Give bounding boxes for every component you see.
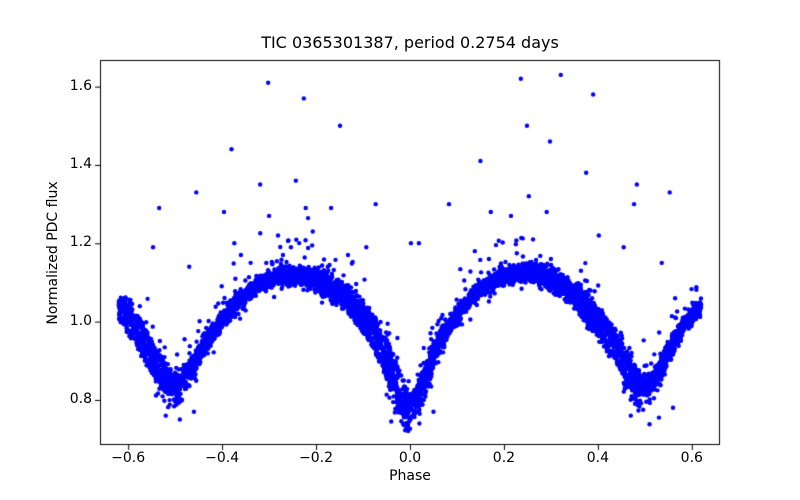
y-tick-label: 1.2 [69,234,92,251]
x-axis-label: Phase [389,468,431,484]
x-tick-label: −0.4 [205,450,240,466]
x-tick-label: 0.4 [586,450,609,466]
y-tick-label: 1.6 [69,77,92,94]
x-tick-label: 0.2 [492,450,516,466]
x-tick-label: −0.2 [299,450,334,466]
x-tick-label: 0.0 [398,450,422,466]
plot-title: TIC 0365301387, period 0.2754 days [261,33,559,52]
y-tick-label: 1.4 [69,155,92,172]
x-tick-label: −0.6 [111,450,146,466]
y-tick-label: 1.0 [69,312,92,329]
x-tick-label: 0.6 [680,450,703,466]
y-tick-label: 0.8 [69,390,92,407]
y-axis-label: Normalized PDC flux [45,181,61,325]
